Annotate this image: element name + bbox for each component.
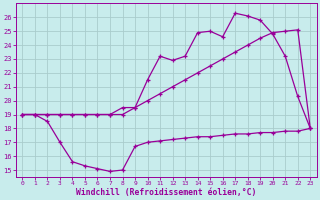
X-axis label: Windchill (Refroidissement éolien,°C): Windchill (Refroidissement éolien,°C) <box>76 188 257 197</box>
